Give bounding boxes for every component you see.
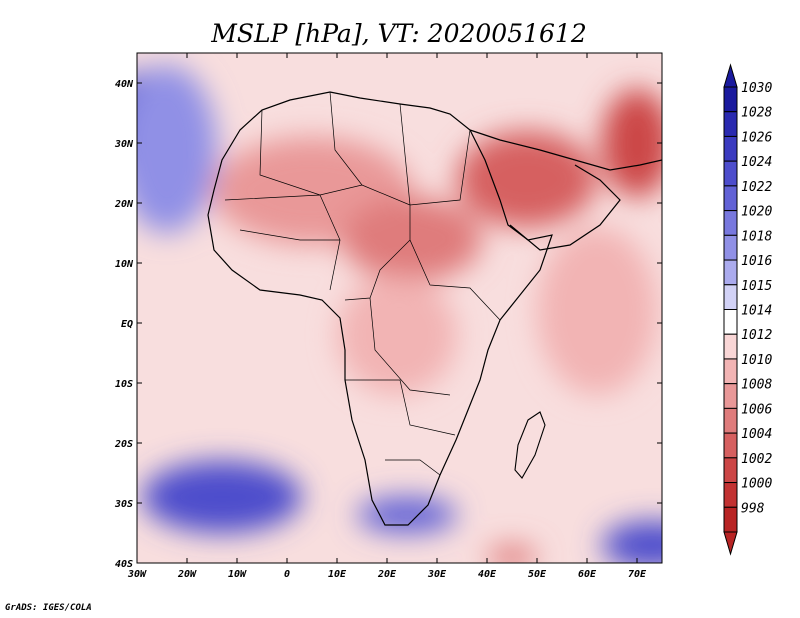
credit-text: GrADS: IGES/COLA — [5, 603, 92, 613]
x-tick-label: 60E — [578, 569, 597, 580]
y-tick-label: 30S — [114, 499, 133, 510]
colorbar-label: 1010 — [741, 353, 772, 368]
y-tick-label: 40S — [115, 559, 133, 570]
colorbar-label: 1004 — [741, 427, 772, 442]
africa-coastline — [207, 91, 553, 526]
y-tick-label: 30N — [114, 139, 134, 150]
country-borders — [224, 91, 501, 476]
x-tick-label: 20E — [377, 569, 397, 580]
colorbar-box — [723, 333, 738, 360]
colorbar-extend-top — [723, 63, 738, 88]
colorbar-box — [723, 482, 738, 508]
y-tick-label: 10S — [115, 379, 133, 390]
colorbar-box — [723, 432, 738, 459]
pressure-region — [142, 461, 302, 533]
x-tick-label: 30W — [127, 569, 147, 580]
colorbar-label: 1024 — [741, 155, 772, 170]
colorbar-box — [723, 309, 738, 335]
colorbar-box — [723, 284, 738, 310]
colorbar-box — [723, 506, 738, 533]
x-tick-label: 10W — [228, 569, 247, 580]
colorbar-label: 1002 — [741, 452, 772, 467]
x-tick-label: 20W — [177, 569, 197, 580]
plot-frame — [136, 52, 663, 564]
y-tick-label: 20N — [114, 199, 134, 210]
colorbar-box — [723, 86, 738, 113]
colorbar-label: 1000 — [741, 477, 772, 492]
colorbar-box — [723, 185, 738, 212]
pressure-region — [602, 89, 662, 197]
colorbar-extend-bottom — [723, 531, 738, 556]
colorbar-label: 1012 — [741, 328, 772, 343]
colorbar-label: 1028 — [741, 106, 772, 121]
colorbar-label: 998 — [741, 501, 765, 516]
pressure-region — [487, 545, 537, 563]
x-axis: 30W 20W 10W 0 10E 20E 30E 40E 50E 60E 70E — [127, 53, 647, 580]
pressure-region — [337, 275, 457, 395]
y-tick-label: 10N — [115, 259, 134, 270]
colorbar-label: 1014 — [741, 304, 772, 319]
colorbar-label: 1030 — [741, 81, 772, 96]
plot-area: 30W 20W 10W 0 10E 20E 30E 40E 50E 60E 70E 40N 30N 20… — [114, 52, 663, 580]
y-tick-label: 20S — [114, 439, 133, 450]
colorbar-box — [723, 259, 738, 286]
africa-outline — [207, 91, 662, 526]
pressure-field — [137, 65, 662, 563]
colorbar-label: 1018 — [741, 229, 772, 244]
y-tick-label: EQ — [121, 319, 133, 330]
y-tick-label: 40N — [115, 79, 134, 90]
colorbar-label: 1016 — [741, 254, 772, 269]
colorbar-box — [723, 111, 738, 137]
pressure-region — [137, 65, 217, 233]
colorbar-box — [723, 160, 738, 187]
x-tick-label: 70E — [628, 569, 647, 580]
pressure-region — [357, 497, 457, 533]
y-axis: 40N 30N 20N 10N EQ 10S 20S 30S 40S — [114, 79, 662, 570]
colorbar-box — [723, 383, 738, 409]
pressure-region — [457, 131, 597, 227]
colorbar-box — [723, 457, 738, 484]
pressure-region — [602, 521, 662, 563]
chart-title: MSLP [hPa], VT: 2020051612 — [210, 19, 586, 48]
x-tick-label: 50E — [528, 569, 547, 580]
arabia-coastline — [469, 129, 662, 251]
x-tick-label: 30E — [427, 569, 447, 580]
x-tick-label: 0 — [284, 569, 290, 580]
colorbar-label: 1022 — [741, 180, 772, 195]
x-tick-label: 40E — [478, 569, 497, 580]
pressure-region — [342, 197, 482, 281]
x-tick-label: 10E — [328, 569, 347, 580]
colorbar-label: 1015 — [741, 279, 772, 294]
colorbar-label: 1026 — [741, 130, 772, 145]
colorbar-box — [723, 234, 738, 261]
madagascar — [514, 411, 546, 479]
colorbar-box — [723, 358, 738, 385]
colorbar: 1030 1028 1026 1024 1022 1020 1018 1016 1015 1014… — [723, 63, 772, 556]
colorbar-box — [723, 135, 738, 162]
colorbar-box — [723, 407, 738, 434]
colorbar-label: 1008 — [741, 378, 772, 393]
colorbar-box — [723, 210, 738, 236]
colorbar-label: 1020 — [741, 205, 772, 220]
pressure-region — [537, 227, 657, 395]
colorbar-label: 1006 — [741, 402, 772, 417]
